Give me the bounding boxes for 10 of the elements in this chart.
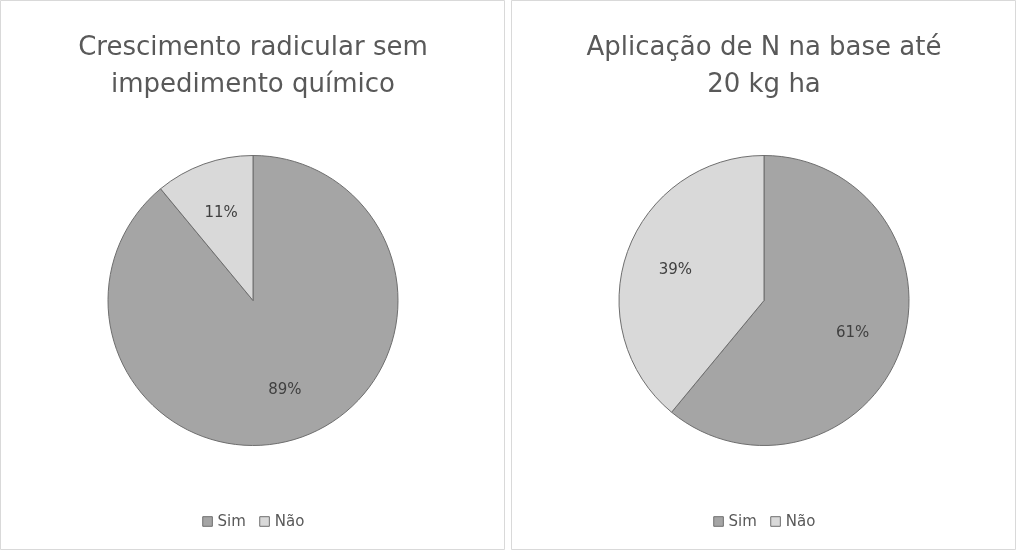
legend-label: Sim <box>728 512 757 530</box>
legend-label: Não <box>274 512 305 530</box>
data-label: 61% <box>836 323 870 342</box>
data-label: 89% <box>268 380 302 399</box>
chart-title: Crescimento radicular sem impedimento químico <box>78 30 428 98</box>
legend-label: Não <box>785 512 816 530</box>
data-label: 11% <box>204 202 238 221</box>
legend-label: Sim <box>217 512 246 530</box>
chart-title: Aplicação de N na base até 20 kg ha <box>586 30 942 98</box>
data-label: 39% <box>658 259 692 278</box>
